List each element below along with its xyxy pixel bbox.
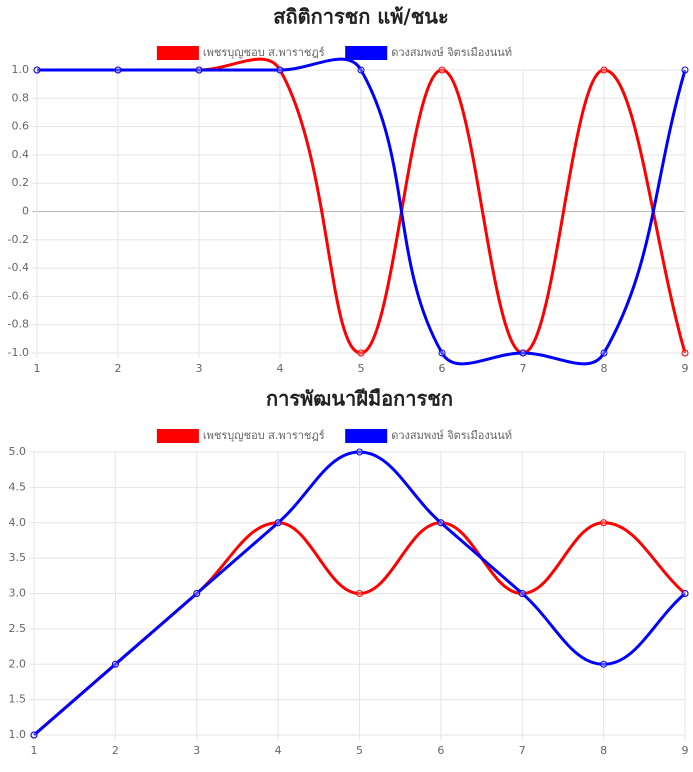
y-tick-label: 3.5	[9, 551, 27, 564]
y-tick-label: -0.2	[8, 233, 29, 246]
legend-swatch	[156, 429, 199, 443]
data-point	[357, 66, 365, 74]
y-tick-label: -0.8	[8, 318, 29, 331]
data-point	[518, 590, 526, 597]
x-tick-label: 1	[31, 744, 38, 757]
y-tick-label: -0.6	[8, 289, 29, 302]
x-tick-label: 3	[193, 744, 200, 757]
data-point	[600, 349, 608, 357]
y-tick-label: 5.0	[9, 445, 27, 458]
series-line	[33, 450, 686, 737]
y-tick-label: 4.5	[9, 480, 27, 493]
data-point	[276, 66, 284, 74]
data-point	[600, 660, 608, 668]
y-tick-label: 0	[22, 205, 29, 218]
y-tick-label: 4.0	[9, 516, 27, 529]
x-tick-label: 9	[682, 362, 689, 375]
data-point	[438, 349, 446, 357]
data-point	[193, 590, 201, 597]
y-tick-label: 0.8	[12, 91, 30, 104]
x-tick-label: 5	[356, 744, 363, 757]
y-tick-label: 1.5	[9, 693, 27, 706]
legend-swatch	[345, 46, 388, 60]
legend-label: ดวงสมพงษ์ จิตรเมืองนนท์	[391, 429, 512, 442]
x-tick-label: 2	[115, 362, 122, 375]
chart-title: สถิติการชก แพ้/ชนะ	[273, 5, 448, 29]
data-point	[438, 66, 446, 74]
data-point	[33, 66, 41, 74]
y-tick-label: 1.0	[9, 728, 27, 741]
data-point	[274, 519, 282, 527]
y-tick-label: 0.2	[12, 176, 30, 189]
x-tick-label: 8	[601, 362, 608, 375]
data-point	[600, 519, 608, 527]
data-point	[681, 590, 689, 597]
x-tick-label: 6	[439, 362, 446, 375]
data-point	[681, 66, 689, 74]
legend-swatch	[345, 429, 388, 443]
y-tick-label: -0.4	[8, 261, 29, 274]
x-tick-label: 3	[196, 362, 203, 375]
x-tick-label: 4	[275, 744, 282, 757]
y-tick-label: 0.6	[12, 120, 30, 133]
data-point	[195, 66, 203, 74]
y-tick-label: 1.0	[12, 63, 30, 76]
data-point	[357, 349, 365, 357]
x-tick-label: 4	[277, 362, 284, 375]
data-point	[356, 448, 363, 456]
y-tick-label: 3.0	[9, 587, 27, 600]
x-tick-label: 7	[520, 362, 527, 375]
legend-label: เพชรบุญชอบ ส.พาราชฎร์	[203, 46, 325, 59]
data-point	[356, 590, 363, 597]
series-line	[37, 57, 687, 366]
y-tick-label: 2.0	[9, 657, 27, 670]
data-point	[437, 519, 445, 527]
legend-label: เพชรบุญชอบ ส.พาราชฎร์	[203, 429, 325, 442]
legend-label: ดวงสมพงษ์ จิตรเมืองนนท์	[391, 46, 512, 59]
y-tick-label: 2.5	[9, 622, 27, 635]
x-tick-label: 9	[682, 744, 689, 757]
x-tick-label: 2	[112, 744, 119, 757]
data-point	[519, 349, 527, 357]
legend-swatch	[156, 46, 199, 60]
x-tick-label: 1	[34, 362, 41, 375]
x-tick-label: 5	[358, 362, 365, 375]
x-tick-label: 6	[437, 744, 444, 757]
data-point	[681, 349, 689, 357]
data-point	[111, 660, 119, 668]
data-point	[30, 731, 38, 739]
y-tick-label: -1.0	[8, 346, 29, 359]
y-tick-label: 0.4	[12, 148, 30, 161]
data-point	[114, 66, 122, 74]
chart-title: การพัฒนาฝีมือการชก	[266, 387, 453, 411]
x-tick-label: 8	[600, 744, 607, 757]
x-tick-label: 7	[519, 744, 526, 757]
data-point	[600, 66, 608, 74]
